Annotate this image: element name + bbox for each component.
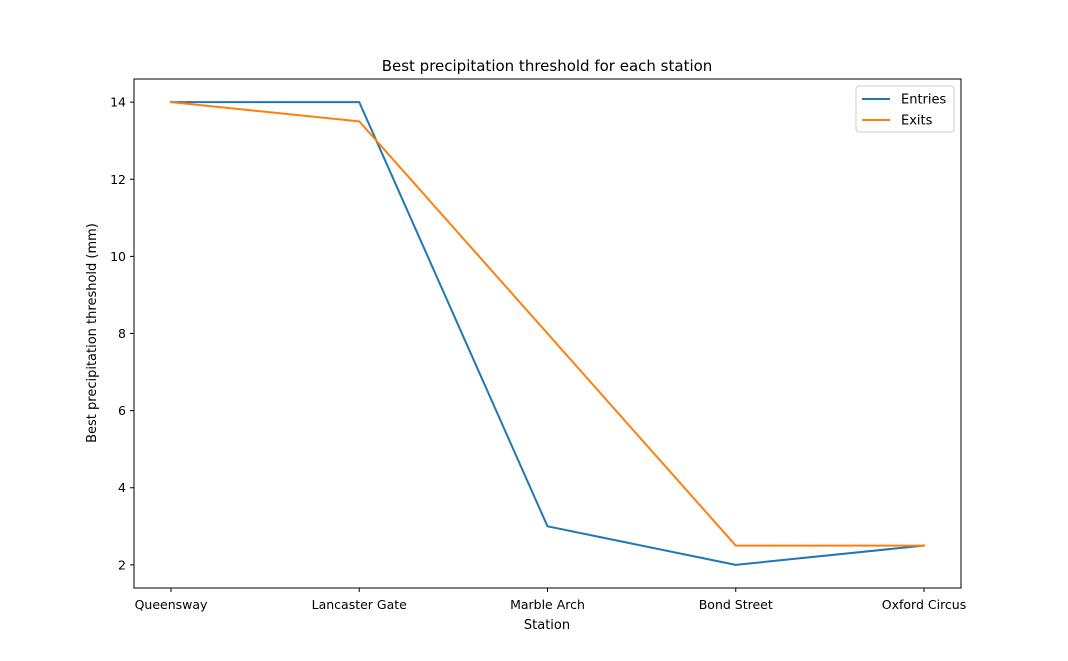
y-axis-ticks: 2 4 6 8 10 12 14 bbox=[110, 95, 134, 572]
series-line-exits bbox=[169, 101, 925, 547]
legend-label-exits: Exits bbox=[901, 114, 933, 129]
y-tick-label: 8 bbox=[118, 326, 126, 341]
y-tick-label: 4 bbox=[118, 480, 126, 495]
x-tick-label: Bond Street bbox=[699, 597, 773, 612]
x-axis-ticks: Queensway Lancaster Gate Marble Arch Bond S… bbox=[135, 588, 967, 612]
y-tick-label: 10 bbox=[110, 249, 126, 264]
y-axis-label: Best precipitation threshold (mm) bbox=[85, 223, 100, 443]
y-tick-label: 12 bbox=[110, 172, 126, 187]
series-line-entries bbox=[170, 101, 926, 566]
series-layer bbox=[169, 101, 926, 566]
legend: Entries Exits bbox=[855, 85, 955, 133]
x-tick-label: Marble Arch bbox=[510, 597, 585, 612]
x-tick-label: Oxford Circus bbox=[882, 597, 967, 612]
legend-label-entries: Entries bbox=[901, 93, 947, 108]
x-axis-label: Station bbox=[524, 618, 570, 633]
x-tick-label: Queensway bbox=[135, 597, 208, 612]
x-tick-label: Lancaster Gate bbox=[312, 597, 408, 612]
y-tick-label: 6 bbox=[118, 403, 126, 418]
chart-title: Best precipitation threshold for each st… bbox=[382, 57, 713, 75]
y-tick-label: 2 bbox=[118, 557, 126, 572]
y-tick-label: 14 bbox=[110, 95, 126, 110]
